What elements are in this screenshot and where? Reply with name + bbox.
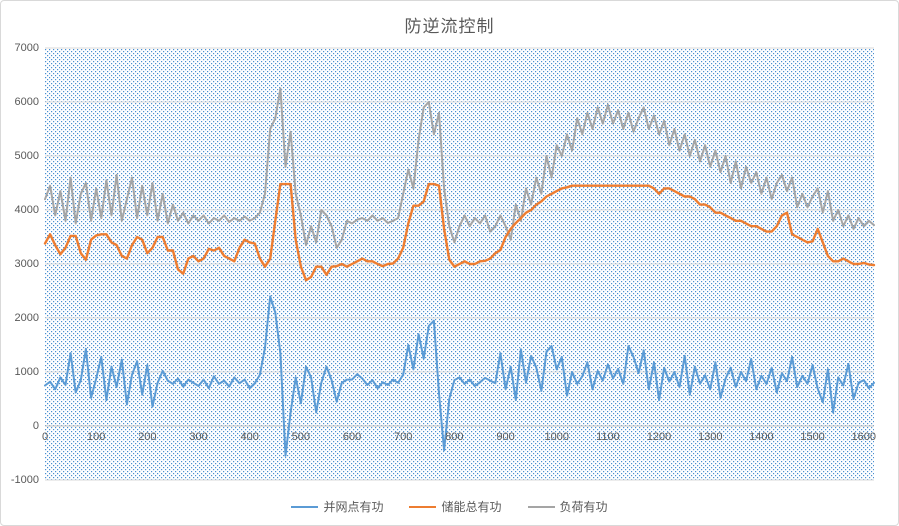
x-tick-label: 200 xyxy=(138,431,157,443)
legend-line-swatch xyxy=(291,505,319,508)
series-line-pcc-active-power xyxy=(44,295,875,457)
series-line-load-active-power xyxy=(44,87,875,249)
y-tick-label: 2000 xyxy=(14,311,39,324)
y-tick-label: -1000 xyxy=(10,473,39,486)
legend-item-label: 储能总有功 xyxy=(441,500,502,514)
y-tick-label: 1000 xyxy=(14,365,39,378)
legend-item-load-active-power[interactable]: 负荷有功 xyxy=(527,498,608,515)
x-tick-label: 900 xyxy=(496,431,515,443)
x-tick-label: 500 xyxy=(291,431,311,443)
y-tick-label: 3000 xyxy=(14,257,39,270)
x-tick-label: 300 xyxy=(189,431,208,443)
x-tick-label: 1300 xyxy=(697,431,723,443)
x-tick-label: 1000 xyxy=(544,431,569,443)
x-tick-label: 1600 xyxy=(851,431,876,443)
gridlines xyxy=(45,47,874,481)
legend-line-swatch xyxy=(409,505,437,508)
legend-item-label: 并网点有功 xyxy=(323,500,384,514)
y-tick-label: 4000 xyxy=(14,203,39,216)
y-tick-label: 0 xyxy=(32,419,39,432)
series-line-storage-active-power xyxy=(43,182,876,282)
x-tick-label: 800 xyxy=(445,431,464,443)
x-tick-label: 0 xyxy=(41,431,49,443)
y-tick-label: 5000 xyxy=(14,149,39,162)
x-tick-label: 100 xyxy=(86,431,106,443)
y-tick-label: 7000 xyxy=(14,41,39,54)
x-tick-label: 1200 xyxy=(646,431,672,443)
x-tick-label: 1400 xyxy=(749,431,774,443)
x-tick-label: 400 xyxy=(240,431,259,443)
legend: 并网点有功 储能总有功 负荷有功 xyxy=(1,498,898,515)
legend-item-pcc-active-power[interactable]: 并网点有功 xyxy=(291,498,383,515)
x-tick-label: 600 xyxy=(342,431,362,443)
y-tick-label: 6000 xyxy=(14,95,39,108)
legend-line-swatch xyxy=(527,505,555,508)
x-tick-label: 1500 xyxy=(800,431,825,443)
chart-title: 防逆流控制 xyxy=(404,17,495,36)
legend-item-storage-active-power[interactable]: 储能总有功 xyxy=(409,498,502,515)
legend-item-label: 负荷有功 xyxy=(559,500,608,514)
x-tick-label: 700 xyxy=(394,431,413,443)
x-tick-label: 1100 xyxy=(596,431,620,443)
